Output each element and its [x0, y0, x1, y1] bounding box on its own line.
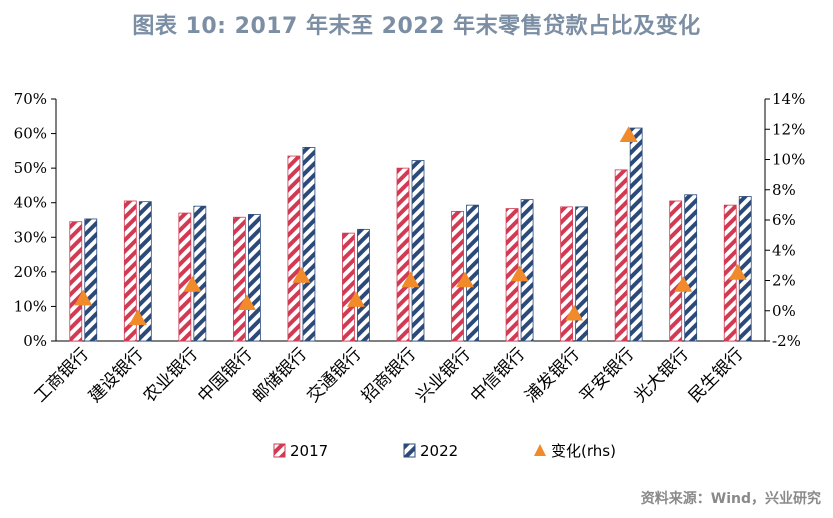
- y-right-tick-label: 8%: [772, 181, 796, 199]
- bar-2017: [396, 167, 410, 342]
- category-label: 中国银行: [194, 344, 256, 406]
- change-marker: [674, 276, 693, 292]
- legend-label-2017: 2017: [290, 442, 328, 460]
- bar-2022: [247, 214, 261, 342]
- change-marker: [128, 309, 147, 326]
- bar-2022: [138, 201, 152, 342]
- category-label: 平安银行: [576, 344, 638, 406]
- change-marker: [237, 294, 256, 310]
- bar-2017: [232, 216, 246, 342]
- y-right-tick-label: 14%: [772, 90, 805, 108]
- legend-swatch-2022: [403, 443, 416, 458]
- bar-2022: [738, 196, 752, 342]
- bar-2022: [84, 218, 98, 342]
- bar-2022: [302, 146, 316, 342]
- y-left-tick-label: 20%: [14, 263, 47, 281]
- y-right-tick-label: 10%: [772, 151, 805, 169]
- change-marker: [510, 265, 529, 282]
- category-label: 浦发银行: [521, 344, 583, 406]
- category-label: 光大银行: [631, 344, 693, 406]
- y-left-tick-label: 70%: [14, 90, 47, 108]
- y-right-tick-label: -2%: [772, 332, 801, 350]
- category-label: 兴业银行: [412, 344, 474, 406]
- bar-2022: [684, 194, 698, 342]
- y-left-tick-label: 0%: [23, 332, 47, 350]
- change-marker: [346, 291, 365, 307]
- change-marker: [401, 271, 420, 288]
- source-note: 资料来源：Wind，兴业研究: [640, 491, 821, 507]
- legend-swatch-change: [534, 444, 546, 456]
- y-left-tick-label: 10%: [14, 297, 47, 315]
- legend-swatch-2017: [273, 443, 286, 458]
- change-marker: [292, 266, 311, 283]
- y-right-tick-label: 0%: [772, 302, 796, 320]
- y-left-tick-label: 30%: [14, 228, 47, 246]
- bar-2017: [614, 169, 628, 342]
- bar-2022: [193, 205, 207, 342]
- category-label: 招商银行: [358, 344, 420, 406]
- category-label: 农业银行: [140, 344, 202, 406]
- change-marker: [74, 289, 93, 306]
- bar-2022: [575, 206, 589, 342]
- legend-label-change: 变化(rhs): [551, 442, 616, 460]
- change-marker: [728, 263, 747, 280]
- category-label: 工商银行: [31, 344, 93, 406]
- bar-2022: [357, 228, 370, 342]
- legend-label-2022: 2022: [420, 442, 458, 460]
- y-right-tick-label: 12%: [772, 120, 805, 138]
- y-left-tick-label: 50%: [14, 159, 47, 177]
- bar-2017: [451, 210, 464, 342]
- bar-2022: [466, 204, 479, 342]
- axes-layer: [51, 98, 770, 342]
- bar-2022: [411, 160, 425, 342]
- y-right-tick-label: 6%: [772, 211, 796, 229]
- category-label: 民生银行: [685, 344, 747, 406]
- y-right-tick-label: 2%: [772, 272, 796, 290]
- category-label: 建设银行: [85, 344, 147, 406]
- category-label: 邮储银行: [249, 344, 311, 406]
- bar-2022: [520, 199, 534, 342]
- y-left-tick-label: 40%: [14, 194, 47, 212]
- bar-2017: [560, 206, 574, 342]
- change-marker: [565, 304, 584, 321]
- chart-title: 图表 10: 2017 年末至 2022 年末零售贷款占比及变化: [132, 14, 701, 39]
- legend: 2017 2022 变化(rhs): [273, 442, 616, 460]
- markers-layer: [74, 126, 747, 326]
- bar-2017: [342, 232, 355, 342]
- change-marker: [456, 271, 475, 288]
- bars-layer: [69, 127, 752, 342]
- category-label: 交通银行: [303, 344, 365, 406]
- bar-2017: [69, 221, 83, 342]
- bar-2017: [178, 212, 192, 342]
- bar-2022: [629, 127, 643, 342]
- bar-2017: [123, 200, 137, 342]
- y-right-tick-label: 4%: [772, 241, 796, 259]
- change-marker: [619, 126, 638, 143]
- y-left-tick-label: 60%: [14, 125, 47, 143]
- bar-2017: [669, 200, 683, 342]
- bar-2017: [287, 155, 301, 342]
- change-marker: [183, 276, 202, 292]
- category-label: 中信银行: [467, 344, 529, 406]
